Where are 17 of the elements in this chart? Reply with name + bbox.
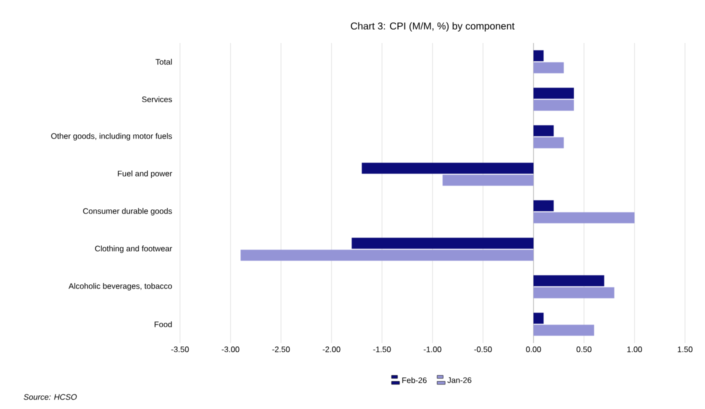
bar bbox=[534, 50, 544, 62]
bar bbox=[534, 212, 635, 224]
bar bbox=[534, 275, 604, 286]
bar bbox=[534, 125, 554, 136]
bar bbox=[534, 324, 594, 336]
bar bbox=[534, 62, 564, 74]
bar bbox=[362, 162, 534, 174]
bar bbox=[534, 200, 554, 212]
bar bbox=[534, 312, 544, 324]
chart-title: Chart 3: CPI (M/M, %) by component bbox=[350, 22, 515, 32]
bar bbox=[534, 88, 574, 99]
bar bbox=[352, 238, 534, 249]
bar bbox=[534, 137, 564, 148]
bar bbox=[534, 287, 614, 298]
bar bbox=[534, 100, 574, 111]
bar bbox=[442, 174, 534, 186]
bar bbox=[240, 250, 534, 261]
